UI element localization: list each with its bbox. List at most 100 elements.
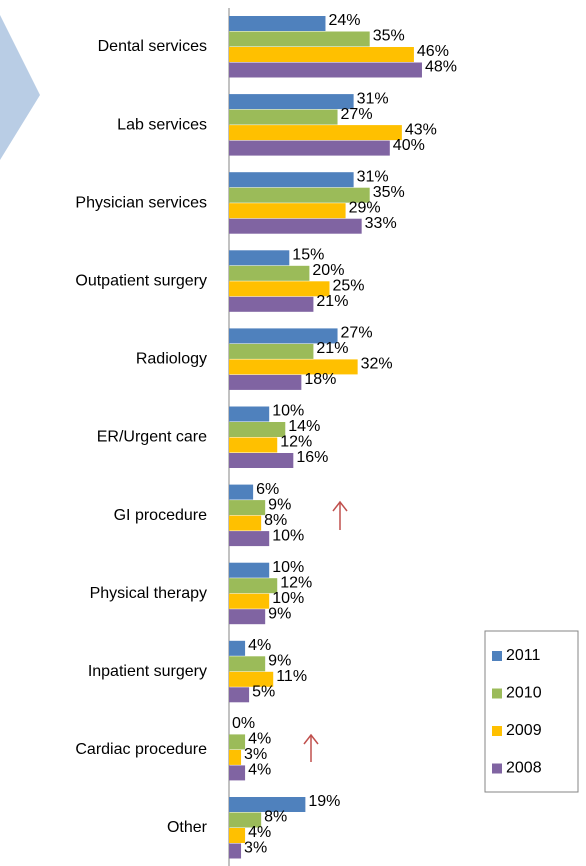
bar: [229, 343, 314, 359]
value-label: 10%: [272, 527, 304, 544]
bar: [229, 94, 354, 110]
value-label: 15%: [292, 247, 324, 264]
bar: [229, 843, 242, 859]
value-label: 33%: [365, 215, 397, 232]
bar: [229, 374, 302, 390]
bar: [229, 671, 274, 687]
value-label: 14%: [288, 418, 320, 435]
value-label: 5%: [252, 684, 275, 701]
value-label: 4%: [248, 762, 271, 779]
value-label: 31%: [357, 90, 389, 107]
value-label: 21%: [316, 293, 348, 310]
value-label: 4%: [248, 637, 271, 654]
value-label: 10%: [272, 590, 304, 607]
bar: [229, 187, 370, 203]
bar: [229, 218, 362, 234]
value-label: 46%: [417, 43, 449, 60]
value-label: 12%: [280, 434, 312, 451]
bar: [229, 453, 294, 468]
value-label: 25%: [333, 278, 365, 295]
category-label: Dental services: [98, 38, 207, 55]
value-label: 24%: [328, 12, 360, 29]
legend-swatch: [492, 688, 502, 699]
bar: [229, 281, 330, 297]
value-label: 43%: [405, 121, 437, 138]
category-label: GI procedure: [114, 507, 207, 524]
bar: [229, 62, 422, 78]
value-label: 35%: [373, 28, 405, 45]
value-label: 27%: [341, 325, 373, 342]
legend-label: 2008: [506, 760, 542, 777]
value-label: 18%: [304, 371, 336, 388]
bar: [229, 593, 270, 609]
bar: [229, 609, 266, 625]
bar: [229, 578, 278, 594]
bar: [229, 765, 246, 781]
bar: [229, 296, 314, 312]
value-label: 20%: [312, 262, 344, 279]
legend-swatch: [492, 651, 502, 661]
value-label: 9%: [268, 605, 291, 622]
bar: [229, 406, 270, 422]
value-label: 35%: [373, 184, 405, 201]
value-label: 8%: [264, 512, 287, 529]
bar: [229, 437, 278, 453]
value-label: 48%: [425, 59, 457, 76]
value-label: 31%: [357, 168, 389, 185]
category-label: Physician services: [75, 194, 207, 211]
bar: [229, 734, 246, 750]
value-label: 4%: [248, 731, 271, 748]
category-label: Physical therapy: [90, 585, 207, 602]
bar: [229, 172, 354, 188]
legend-label: 2009: [506, 722, 542, 739]
value-label: 11%: [276, 668, 307, 685]
category-label: ER/Urgent care: [97, 429, 207, 446]
bar: [229, 812, 262, 828]
value-label: 4%: [248, 824, 271, 841]
bar: [229, 749, 242, 765]
bar: [229, 203, 346, 219]
value-label: 0%: [232, 715, 255, 732]
value-label: 32%: [361, 356, 393, 373]
legend-label: 2010: [506, 685, 542, 702]
legend-swatch: [492, 763, 502, 774]
bar: [229, 562, 270, 578]
bar: [229, 359, 358, 375]
bar: [229, 500, 266, 516]
bar: [229, 265, 310, 281]
value-label: 27%: [341, 106, 373, 123]
bar: [229, 531, 270, 547]
arrow-gi: [332, 500, 348, 530]
value-label: 10%: [272, 403, 304, 420]
value-label: 12%: [280, 574, 312, 591]
category-label: Other: [167, 819, 208, 836]
legend-label: 2011: [506, 647, 541, 664]
bar: [229, 47, 414, 62]
value-label: 3%: [244, 840, 267, 857]
bar: [229, 515, 262, 531]
arrow-cardiac: [303, 733, 319, 762]
bar: [229, 422, 286, 437]
category-label: Outpatient surgery: [75, 273, 207, 290]
bar: [229, 31, 370, 47]
bar: [229, 484, 254, 500]
bar: [229, 640, 246, 656]
bar: [229, 328, 338, 344]
value-label: 29%: [349, 199, 381, 216]
value-label: 10%: [272, 559, 304, 576]
category-label: Inpatient surgery: [88, 663, 207, 680]
bar: [229, 16, 326, 31]
bar: [229, 125, 402, 141]
bar: [229, 250, 290, 266]
value-label: 40%: [393, 137, 425, 154]
value-label: 21%: [316, 340, 348, 357]
bar: [229, 656, 266, 672]
category-label: Cardiac procedure: [75, 741, 207, 758]
bar: [229, 797, 306, 812]
value-label: 8%: [264, 809, 287, 826]
bar: [229, 109, 338, 125]
category-label: Lab services: [117, 116, 207, 133]
value-label: 3%: [244, 746, 267, 763]
value-label: 19%: [308, 793, 340, 810]
